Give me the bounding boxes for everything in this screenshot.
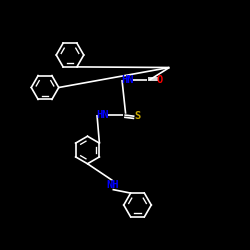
Text: HN: HN bbox=[96, 110, 109, 120]
Text: HN: HN bbox=[121, 75, 134, 85]
Text: O: O bbox=[157, 75, 163, 85]
Text: S: S bbox=[134, 111, 140, 121]
Text: NH: NH bbox=[106, 180, 119, 190]
